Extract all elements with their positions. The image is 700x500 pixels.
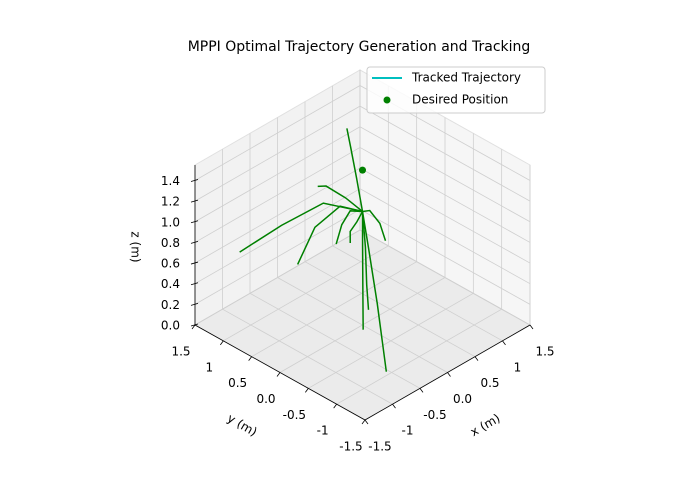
sample-trajectory — [349, 211, 364, 244]
legend-label: Tracked Trajectory — [411, 71, 521, 85]
sample-trajectory — [361, 211, 370, 310]
sample-trajectory — [362, 209, 387, 241]
y-tick-label: 0.0 — [256, 392, 275, 406]
y-tick-label: 0.5 — [228, 376, 247, 390]
sample-trajectory — [361, 211, 388, 372]
legend-swatch — [383, 96, 391, 104]
x-tick-label: -1 — [402, 424, 414, 438]
grid-line — [194, 126, 361, 223]
x-tick — [419, 388, 424, 393]
grid-line — [359, 209, 531, 305]
z-tick-label: 1.2 — [161, 195, 180, 209]
y-tick-label: -0.5 — [283, 408, 306, 422]
sample-trajectory — [296, 205, 363, 265]
grid-line — [308, 292, 474, 389]
x-tick-label: -0.5 — [423, 408, 446, 422]
grid-line — [359, 188, 531, 285]
grid-line — [194, 229, 361, 326]
x-tick-label: 1.5 — [535, 345, 554, 359]
y-tick-label: -1 — [317, 424, 329, 438]
y-tick-label: 1.5 — [171, 345, 190, 359]
sample-trajectory — [335, 210, 363, 245]
z-tick — [190, 261, 199, 265]
z-tick-label: 0.8 — [161, 236, 180, 250]
sample-trajectory — [317, 185, 363, 213]
y-tick — [248, 356, 252, 361]
grid-line — [359, 229, 531, 326]
grid-line — [194, 147, 361, 243]
grid-line — [359, 105, 531, 202]
legend-label: Desired Position — [412, 93, 508, 107]
x-tick — [392, 403, 396, 409]
y-tick — [276, 372, 281, 377]
legend-box — [366, 66, 546, 114]
y-tick — [305, 388, 309, 393]
z-tick — [190, 323, 199, 327]
grid-line — [251, 261, 417, 358]
z-tick-label: 1.0 — [161, 215, 180, 229]
y-tick-label: 1 — [206, 360, 214, 374]
x-tick-label: 0.5 — [480, 376, 499, 390]
legend: Tracked Trajectory Desired Position — [366, 66, 546, 114]
z-tick — [190, 179, 199, 182]
x-tick — [364, 419, 369, 425]
grid-line — [194, 85, 361, 181]
sample-trajectory — [346, 128, 364, 212]
chart-title: MPPI Optimal Trajectory Generation and T… — [188, 39, 531, 55]
y-tick — [191, 324, 196, 330]
y-tick — [220, 340, 224, 346]
z-tick — [190, 199, 199, 203]
grid-line — [336, 308, 502, 405]
x-tick-label: -1.5 — [368, 440, 391, 454]
x-tick-label: 1 — [514, 360, 522, 374]
grid-line — [359, 147, 531, 243]
z-tick-label: 0.0 — [161, 319, 180, 333]
grid-line — [223, 245, 389, 342]
grid-line — [359, 126, 531, 223]
z-tick — [190, 282, 199, 286]
z-tick-label: 0.2 — [161, 298, 180, 312]
grid-line — [194, 209, 361, 305]
grid-line — [194, 167, 361, 264]
grid-line — [194, 105, 361, 202]
z-tick — [190, 302, 199, 306]
desired-position — [359, 166, 366, 174]
sample-trajectory — [361, 211, 364, 330]
y-tick — [333, 403, 337, 409]
z-tick — [190, 220, 199, 224]
x-tick — [474, 356, 479, 361]
z-axis-label: z (m) — [129, 231, 143, 262]
z-tick-label: 1.4 — [161, 174, 180, 188]
grid-line — [359, 167, 531, 264]
y-tick — [361, 419, 366, 425]
y-tick-label: -1.5 — [339, 440, 362, 454]
z-tick-label: 0.4 — [161, 277, 180, 291]
x-tick — [447, 372, 451, 377]
z-tick-label: 0.6 — [161, 257, 180, 271]
x-tick — [529, 324, 534, 330]
x-tick-label: 0.0 — [453, 392, 472, 406]
z-tick — [190, 241, 199, 244]
x-tick — [502, 340, 506, 346]
